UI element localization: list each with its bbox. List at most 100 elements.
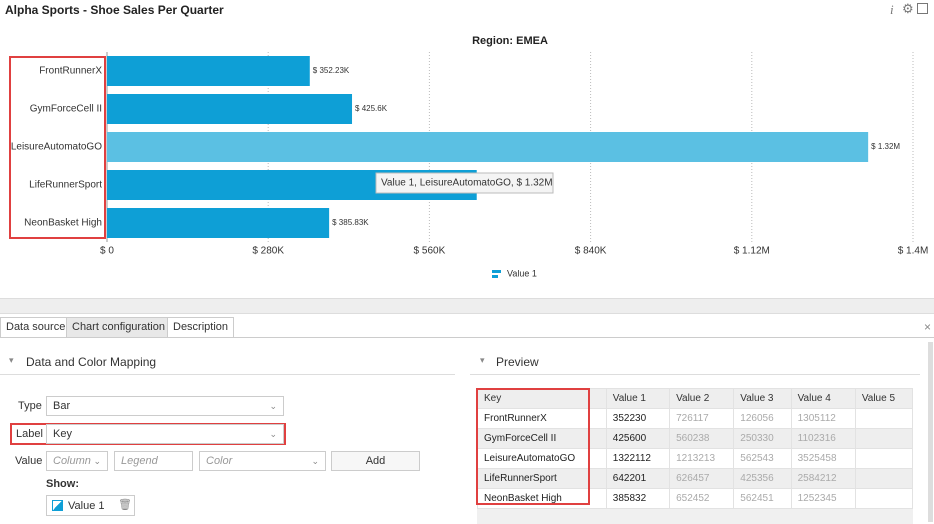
cell bbox=[854, 448, 914, 469]
header-row: Key Value 1 Value 2 Value 3 Value 4 Value 5 bbox=[477, 388, 914, 409]
tooltip-box bbox=[375, 172, 554, 194]
label-value: Key bbox=[53, 428, 72, 440]
legend-swatch bbox=[492, 275, 498, 278]
cell: 726117 bbox=[669, 408, 735, 429]
cell: 642201 bbox=[605, 468, 671, 489]
preview-table: Key Value 1 Value 2 Value 3 Value 4 Value 5 Fr… bbox=[477, 388, 914, 509]
color-select[interactable]: Color ⌄ bbox=[199, 451, 326, 471]
table-row: LifeRunnerSport 642201 626457 425356 2584212 bbox=[477, 468, 914, 489]
value-label: Value bbox=[15, 455, 43, 467]
cell: 126056 bbox=[733, 408, 792, 429]
placeholder: Column bbox=[53, 455, 91, 467]
x-tick-label: $ 0 bbox=[100, 246, 114, 257]
preview-title: Preview bbox=[496, 355, 539, 369]
chart-title: Region: EMEA bbox=[472, 35, 548, 47]
cell: 2584212 bbox=[790, 468, 856, 489]
value-label: $ 425.6K bbox=[355, 104, 388, 113]
header-cell: Value 2 bbox=[669, 388, 735, 409]
header-cell: Value 5 bbox=[854, 388, 914, 409]
cell: 250330 bbox=[733, 428, 792, 449]
tooltip: Value 1, LeisureAutomatoGO, $ 1.32M bbox=[381, 178, 553, 189]
bar bbox=[107, 208, 330, 238]
x-tick-label: $ 280K bbox=[252, 246, 284, 257]
popout-icon[interactable] bbox=[917, 3, 928, 14]
info-icon[interactable]: i bbox=[890, 2, 894, 17]
highlight-box bbox=[476, 388, 590, 505]
delete-icon[interactable]: 🗑 bbox=[118, 499, 132, 511]
cell: 352230 bbox=[605, 408, 671, 429]
cell: 652452 bbox=[669, 488, 735, 509]
tab[interactable]: Description bbox=[167, 317, 235, 338]
legend-swatch bbox=[492, 270, 501, 273]
tab[interactable]: Data source bbox=[0, 317, 72, 338]
color-swatch bbox=[52, 500, 63, 511]
cell: 425356 bbox=[733, 468, 792, 489]
series-chip[interactable]: Value 1 🗑 bbox=[46, 495, 135, 516]
collapse-icon[interactable]: ▾ bbox=[480, 355, 485, 365]
section-title: Data and Color Mapping bbox=[26, 355, 157, 369]
y-tick-label: LifeRunnerSport bbox=[29, 180, 102, 191]
tab-line bbox=[0, 337, 934, 338]
header-cell: Value 1 bbox=[605, 388, 671, 409]
cell: 562543 bbox=[733, 448, 792, 469]
placeholder: Color bbox=[206, 455, 233, 467]
value-label: $ 352.23K bbox=[313, 66, 350, 75]
table-row: GymForceCell II 425600 560238 250330 1102316 bbox=[477, 428, 914, 449]
header-cell: Value 3 bbox=[733, 388, 792, 409]
table-row: LeisureAutomatoGO 1322112 1213213 562543 352… bbox=[477, 448, 914, 469]
placeholder: Legend bbox=[121, 455, 158, 467]
tab[interactable]: Chart configuration bbox=[66, 317, 171, 338]
show-label: Show: bbox=[46, 478, 79, 490]
x-tick-label: $ 560K bbox=[414, 246, 446, 257]
y-tick-label: NeonBasket High bbox=[24, 218, 102, 229]
cell: 3525458 bbox=[790, 448, 856, 469]
x-tick-label: $ 1.12M bbox=[734, 246, 770, 257]
cell: 1102316 bbox=[790, 428, 856, 449]
header-cell: Value 4 bbox=[790, 388, 856, 409]
cell bbox=[854, 468, 914, 489]
cell: 1213213 bbox=[669, 448, 735, 469]
chip-label: Value 1 bbox=[68, 500, 105, 512]
cell bbox=[854, 488, 914, 509]
legend-input[interactable]: Legend bbox=[114, 451, 193, 471]
divider bbox=[470, 374, 920, 375]
type-label: Type bbox=[18, 400, 42, 412]
column-select[interactable]: Column ⌄ bbox=[46, 451, 108, 471]
cell: 562451 bbox=[733, 488, 792, 509]
splitter[interactable] bbox=[0, 298, 934, 314]
legend-label: Value 1 bbox=[507, 268, 537, 278]
value-label: $ 1.32M bbox=[871, 142, 900, 151]
value-label: $ 385.83K bbox=[332, 218, 369, 227]
cell: 560238 bbox=[669, 428, 735, 449]
y-tick-label: FrontRunnerX bbox=[39, 66, 102, 77]
cell: 1322112 bbox=[605, 448, 671, 469]
bar bbox=[107, 94, 353, 124]
cell: 385832 bbox=[605, 488, 671, 509]
divider bbox=[0, 374, 455, 375]
x-tick-label: $ 1.4M bbox=[898, 246, 929, 257]
x-tick-label: $ 840K bbox=[575, 246, 607, 257]
cell: 1305112 bbox=[790, 408, 856, 429]
cell bbox=[854, 428, 914, 449]
chart: Region: EMEA $ 0 $ 280K $ 560K $ 840K $ 1.12… bbox=[9, 35, 929, 278]
close-icon[interactable]: × bbox=[924, 320, 932, 334]
type-select[interactable]: Bar ⌄ bbox=[46, 396, 284, 416]
collapse-icon[interactable]: ▾ bbox=[9, 355, 14, 365]
label-label: Label bbox=[16, 428, 43, 440]
label-select[interactable]: Key ⌄ bbox=[46, 424, 284, 444]
cell: 425600 bbox=[605, 428, 671, 449]
y-tick-label: GymForceCell II bbox=[30, 104, 102, 115]
y-tick-label: LeisureAutomatoGO bbox=[11, 142, 102, 153]
page-title: Alpha Sports - Shoe Sales Per Quarter bbox=[5, 3, 224, 17]
add-button[interactable]: Add bbox=[331, 451, 420, 471]
scrollbar[interactable] bbox=[928, 342, 933, 522]
cell: 626457 bbox=[669, 468, 735, 489]
bar bbox=[107, 132, 869, 162]
type-value: Bar bbox=[53, 400, 71, 412]
settings-icon[interactable]: ⚙ bbox=[902, 1, 914, 16]
cell: 1252345 bbox=[790, 488, 856, 509]
highlight-box bbox=[9, 56, 106, 239]
cell bbox=[854, 408, 914, 429]
bar bbox=[107, 56, 310, 86]
